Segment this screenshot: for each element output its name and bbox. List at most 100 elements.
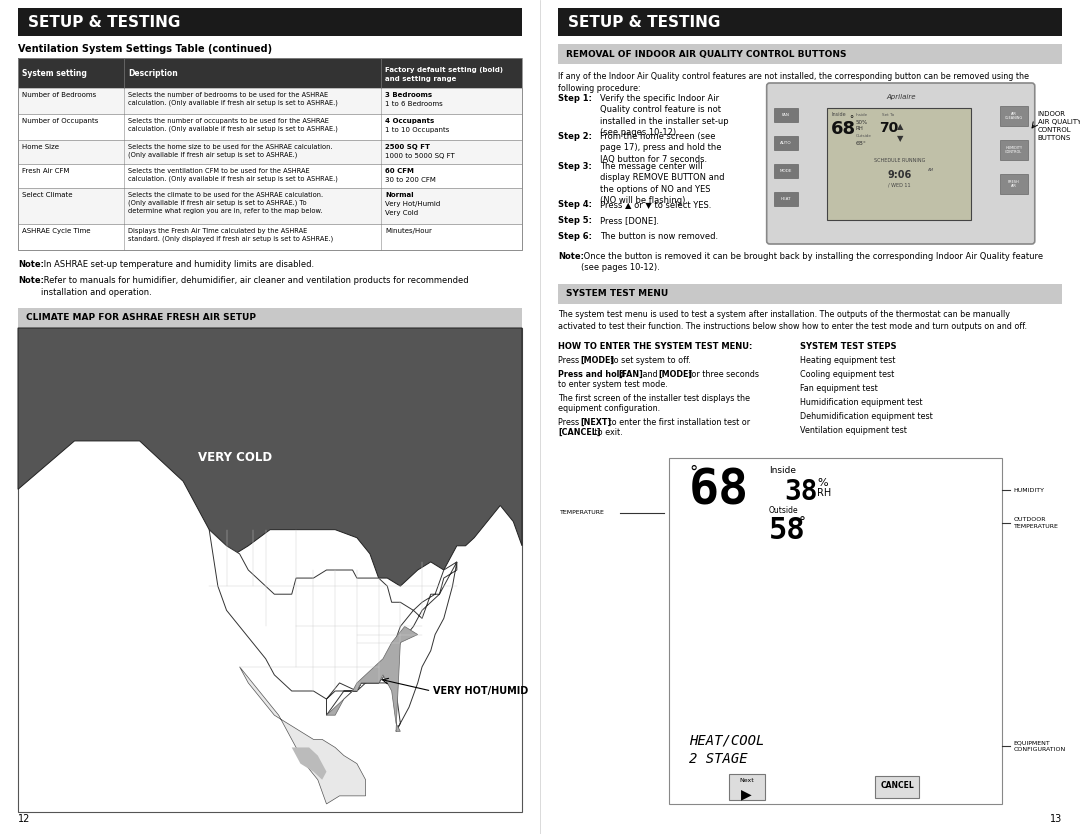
Text: Selects the home size to be used for the ASHRAE calculation.
(Only available if : Selects the home size to be used for the… (127, 144, 333, 158)
Text: SETUP & TESTING: SETUP & TESTING (28, 14, 180, 29)
Text: MODE: MODE (780, 169, 792, 173)
Bar (669, 458, 1001, 804)
Text: 68°: 68° (855, 141, 866, 146)
Text: Press and hold: Press and hold (558, 370, 627, 379)
Text: Set To: Set To (882, 113, 894, 117)
Text: Step 3:: Step 3: (558, 162, 592, 171)
Text: Selects the climate to be used for the ASHRAE calculation.
(Only available if fr: Selects the climate to be used for the A… (127, 192, 323, 214)
Text: Step 2:: Step 2: (558, 132, 592, 141)
Bar (18, 224, 522, 250)
Text: 1 to 10 Occupants: 1 to 10 Occupants (384, 127, 449, 133)
Text: ASHRAE Cycle Time: ASHRAE Cycle Time (22, 228, 91, 234)
Text: °: ° (799, 516, 806, 530)
Bar (558, 8, 1062, 36)
Text: RH: RH (816, 488, 832, 498)
Text: ▲
▼: ▲ ▼ (897, 122, 904, 143)
Text: 13: 13 (1050, 814, 1062, 824)
Bar (18, 8, 522, 36)
Text: 1 to 6 Bedrooms: 1 to 6 Bedrooms (384, 101, 443, 107)
Bar (1000, 174, 1028, 194)
Bar (1000, 140, 1028, 160)
Text: If any of the Indoor Air Quality control features are not installed, the corresp: If any of the Indoor Air Quality control… (558, 72, 1029, 93)
Text: Step 4:: Step 4: (558, 200, 592, 209)
Text: 30 to 200 CFM: 30 to 200 CFM (384, 177, 435, 183)
Text: to set system to off.: to set system to off. (608, 356, 691, 365)
Text: SCHEDULE RUNNING: SCHEDULE RUNNING (874, 158, 926, 163)
Text: for three seconds: for three seconds (686, 370, 759, 379)
Text: Selects the number of occupants to be used for the ASHRAE
calculation. (Only ava: Selects the number of occupants to be us… (127, 118, 338, 132)
Text: 70: 70 (879, 121, 899, 135)
Bar (1000, 106, 1028, 126)
Text: Select Climate: Select Climate (22, 192, 72, 198)
Text: 2 STAGE: 2 STAGE (689, 752, 747, 766)
Text: AM: AM (928, 168, 934, 172)
Text: Inside: Inside (769, 466, 796, 475)
Text: 68: 68 (832, 120, 856, 138)
Bar (558, 284, 1062, 304)
Text: SETUP & TESTING: SETUP & TESTING (568, 14, 720, 29)
Text: to exit.: to exit. (592, 428, 623, 437)
Bar (827, 108, 972, 219)
Text: [NEXT]: [NEXT] (580, 418, 611, 427)
Text: 38: 38 (784, 478, 818, 506)
Bar (875, 776, 919, 798)
Text: Press: Press (558, 356, 582, 365)
Text: 9:06: 9:06 (888, 170, 912, 180)
Polygon shape (18, 328, 522, 586)
Text: Very Cold: Very Cold (384, 210, 418, 216)
Text: Cooling equipment test: Cooling equipment test (800, 370, 894, 379)
Text: The first screen of the installer test displays the: The first screen of the installer test d… (558, 394, 750, 403)
Text: °: ° (689, 464, 698, 482)
Text: The button is now removed.: The button is now removed. (600, 232, 718, 241)
Text: TEMPERATURE: TEMPERATURE (561, 510, 605, 515)
Bar (773, 164, 798, 178)
Text: [CANCEL]: [CANCEL] (558, 428, 600, 437)
Text: 3 Bedrooms: 3 Bedrooms (384, 92, 432, 98)
Polygon shape (326, 626, 418, 731)
Text: Step 1:: Step 1: (558, 94, 592, 103)
Text: to enter system test mode.: to enter system test mode. (558, 380, 667, 389)
Text: / WED 11: / WED 11 (888, 182, 910, 187)
Bar (18, 188, 522, 224)
Text: Ventilation System Settings Table (continued): Ventilation System Settings Table (conti… (18, 44, 272, 54)
Text: 68: 68 (689, 466, 750, 514)
Text: Step 5:: Step 5: (558, 216, 592, 225)
Text: 1000 to 5000 SQ FT: 1000 to 5000 SQ FT (384, 153, 455, 159)
Text: 4 Occupants: 4 Occupants (384, 118, 434, 124)
FancyBboxPatch shape (767, 83, 1035, 244)
Text: and: and (640, 370, 660, 379)
Text: EQUIPMENT
CONFIGURATION: EQUIPMENT CONFIGURATION (1013, 741, 1066, 751)
Bar (18, 58, 522, 250)
Text: Home Size: Home Size (22, 144, 59, 150)
Polygon shape (240, 667, 366, 804)
Text: ▶: ▶ (742, 787, 752, 801)
Text: Description: Description (127, 68, 177, 78)
Text: Minutes/Hour: Minutes/Hour (384, 228, 432, 234)
Text: 12: 12 (18, 814, 30, 824)
Text: Number of Bedrooms: Number of Bedrooms (22, 92, 96, 98)
Bar (18, 308, 522, 328)
Text: [MODE]: [MODE] (658, 370, 692, 379)
Text: Normal: Normal (384, 192, 414, 198)
Text: °: ° (849, 115, 853, 124)
Text: %: % (816, 478, 827, 488)
Text: 50%
RH: 50% RH (855, 120, 867, 131)
Text: The system test menu is used to test a system after installation. The outputs of: The system test menu is used to test a s… (558, 310, 1027, 331)
Bar (558, 44, 1062, 64)
Bar (18, 88, 522, 114)
Text: Fresh Air CFM: Fresh Air CFM (22, 168, 69, 174)
Text: [FAN]: [FAN] (618, 370, 643, 379)
Bar (18, 114, 522, 140)
Polygon shape (292, 747, 326, 780)
Text: Note:: Note: (558, 252, 584, 261)
Text: From the home screen (see
page 17), press and hold the
IAQ button for 7 seconds.: From the home screen (see page 17), pres… (600, 132, 721, 164)
Text: VERY HOT/HUMID: VERY HOT/HUMID (433, 686, 529, 696)
Text: Fan equipment test: Fan equipment test (800, 384, 878, 393)
Text: Press: Press (558, 418, 582, 427)
Text: and setting range: and setting range (384, 76, 456, 82)
Text: Outside: Outside (769, 506, 798, 515)
Bar (18, 164, 522, 188)
Text: SYSTEM TEST STEPS: SYSTEM TEST STEPS (800, 342, 896, 351)
Text: Inside: Inside (832, 112, 846, 117)
Text: HUMIDITY: HUMIDITY (1013, 488, 1044, 493)
